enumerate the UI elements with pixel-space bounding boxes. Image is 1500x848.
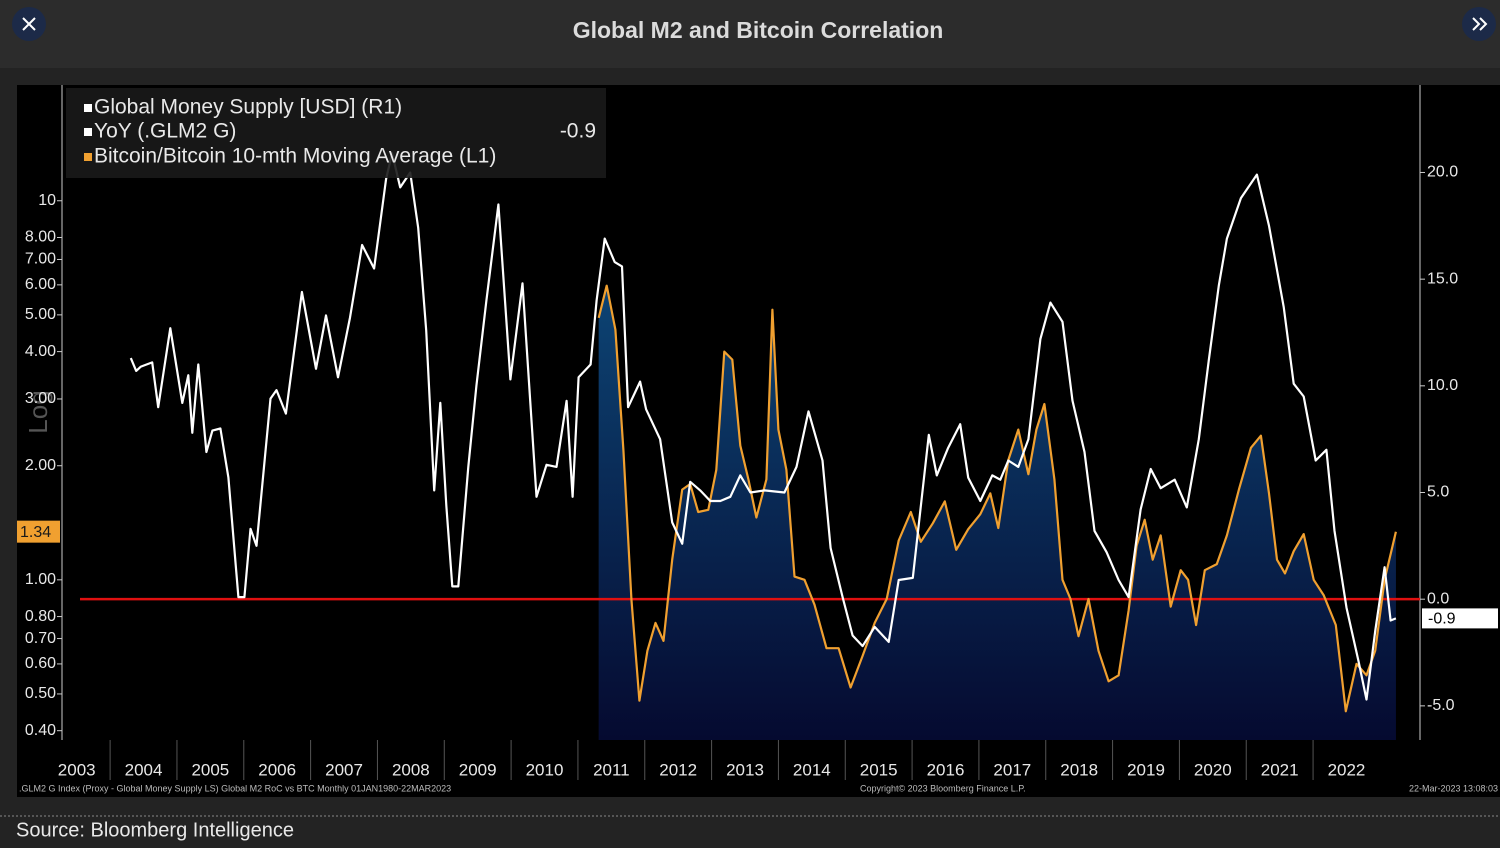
series-line [597, 284, 1397, 713]
legend-swatch [84, 104, 92, 112]
x-tick-label: 2020 [1194, 760, 1232, 779]
y-tick-label: 8.00 [25, 229, 56, 246]
top-bar [0, 0, 1500, 68]
legend-swatch [84, 153, 92, 161]
title: Global M2 and Bitcoin Correlation [573, 17, 944, 43]
y-tick-label: 0.40 [25, 722, 56, 739]
x-tick-label: 2007 [325, 760, 363, 779]
x-tick-label: 2014 [793, 760, 831, 779]
close-button[interactable] [12, 7, 46, 41]
source: Source: Bloomberg Intelligence [16, 819, 294, 841]
x-tick-label: 2018 [1060, 760, 1098, 779]
x-tick-label: 2008 [392, 760, 430, 779]
x-tick-label: 2005 [191, 760, 229, 779]
last-value-tag [17, 520, 60, 543]
y-tick-label: 0.50 [25, 685, 56, 702]
x-tick-label: 2013 [726, 760, 764, 779]
x-tick-label: 2012 [659, 760, 697, 779]
x-tick-label: 2021 [1261, 760, 1299, 779]
y-tick-label: 0.80 [25, 608, 56, 625]
y-tick-label: 3.00 [25, 390, 56, 407]
series-line [129, 152, 1397, 701]
y2-tick-label: 0.0 [1427, 590, 1449, 607]
y-tick-label: 5.00 [25, 306, 56, 323]
legend-box [66, 88, 606, 178]
y2-tick-label: 5.0 [1427, 484, 1449, 501]
legend-label: YoY (.GLM2 G) [94, 120, 236, 143]
legend-group-title: Global Money Supply [USD] (R1) [94, 96, 402, 119]
area-fill [598, 285, 1396, 740]
y-axis-label: Log [23, 390, 53, 433]
x-tick-label: 2022 [1328, 760, 1366, 779]
legend-label: Bitcoin/Bitcoin 10-mth Moving Average (L… [94, 145, 496, 168]
footer-left: .GLM2 G Index (Proxy - Global Money Supp… [19, 783, 451, 793]
y-tick-label: 2.00 [25, 457, 56, 474]
x-tick-label: 2016 [927, 760, 965, 779]
x-tick-label: 2015 [860, 760, 898, 779]
footer-right: 22-Mar-2023 13:08:03 [1409, 783, 1498, 793]
x-tick-label: 2004 [125, 760, 163, 779]
y2-tick-label: -5.0 [1427, 697, 1455, 714]
y-tick-label: 0.60 [25, 655, 56, 672]
y-tick-label: 4.00 [25, 343, 56, 360]
y-tick-label: 6.00 [25, 276, 56, 293]
footer-center: Copyright© 2023 Bloomberg Finance L.P. [860, 783, 1026, 793]
x-tick-label: 2010 [526, 760, 564, 779]
last-value-label: -0.9 [1428, 611, 1456, 628]
x-tick-label: 2019 [1127, 760, 1165, 779]
last-value-label: 1.34 [20, 524, 51, 541]
legend-value: -0.9 [560, 120, 596, 143]
x-tick-label: 2003 [58, 760, 96, 779]
x-tick-label: 2017 [993, 760, 1031, 779]
y-tick-label: 0.70 [25, 630, 56, 647]
y-tick-label: 7.00 [25, 251, 56, 268]
legend-swatch [84, 128, 92, 136]
y2-tick-label: 15.0 [1427, 270, 1458, 287]
y2-tick-label: 10.0 [1427, 377, 1458, 394]
expand-button[interactable] [1462, 7, 1496, 41]
x-tick-label: 2011 [593, 760, 630, 779]
y-tick-label: 10 [38, 192, 56, 209]
y-tick-label: 1.00 [25, 571, 56, 588]
x-tick-label: 2006 [258, 760, 296, 779]
last-value-tag [1422, 608, 1498, 629]
y2-tick-label: 20.0 [1427, 164, 1458, 181]
x-tick-label: 2009 [459, 760, 497, 779]
plot: Log 0.40 0.50 0.60 0.70 0.80 1.00 2.00 3.00 4.00 5… [17, 85, 1498, 793]
